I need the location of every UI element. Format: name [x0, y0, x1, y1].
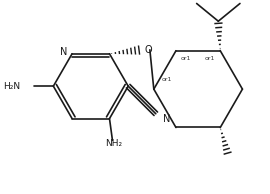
Text: H₂N: H₂N: [3, 82, 20, 91]
Text: O: O: [144, 45, 152, 55]
Text: or1: or1: [162, 77, 172, 82]
Text: NH₂: NH₂: [105, 139, 122, 148]
Text: N: N: [163, 114, 170, 124]
Text: or1: or1: [181, 56, 191, 61]
Text: or1: or1: [205, 56, 215, 61]
Text: N: N: [60, 47, 67, 57]
